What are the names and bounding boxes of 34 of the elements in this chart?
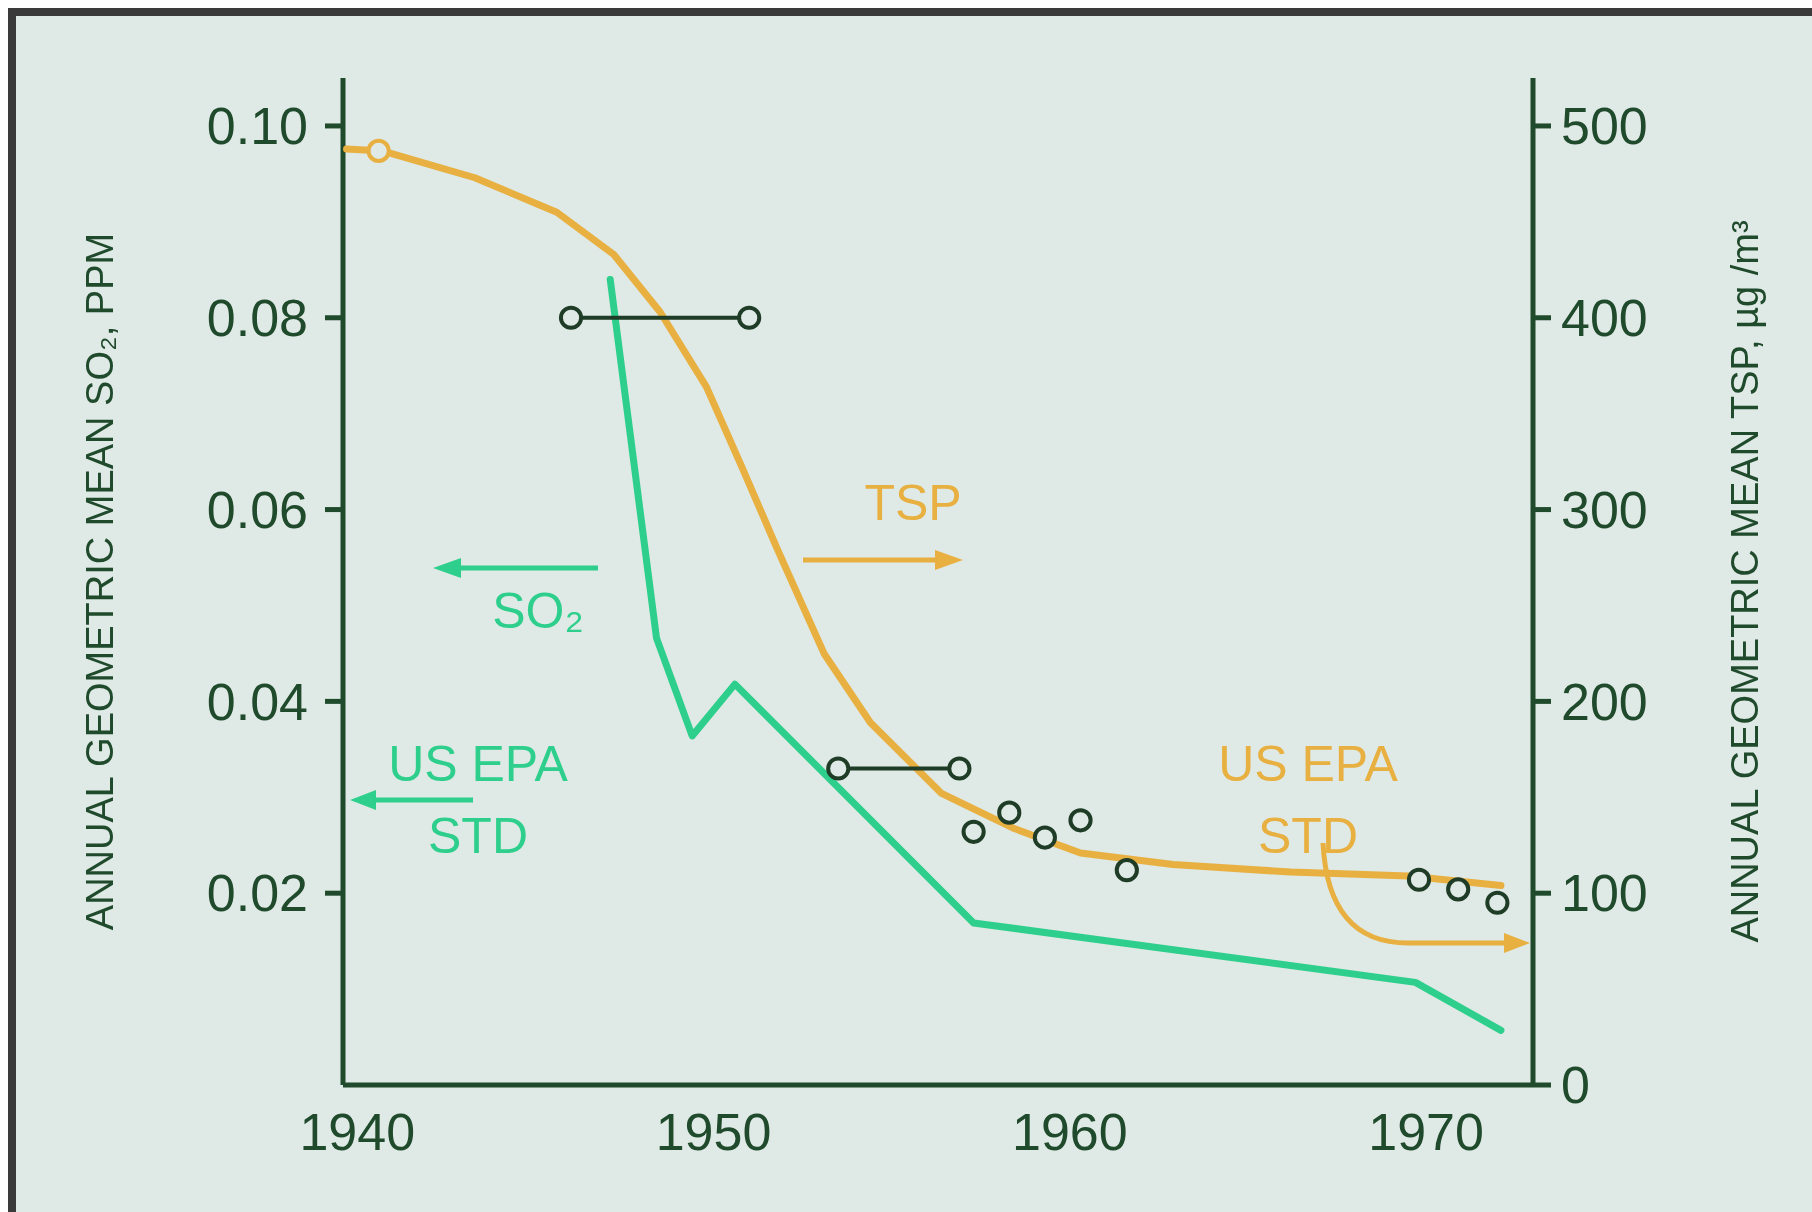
y2-tick-label: 500 (1561, 97, 1648, 156)
point (558, 305, 584, 330)
y2-tick-label: 0 (1561, 1056, 1590, 1115)
x-tick-label: 1940 (299, 1103, 416, 1161)
y-tick-label: 0.02 (206, 864, 308, 923)
y-axis-title: ANNUAL GEOMETRIC MEAN SO₂, PPM (79, 232, 121, 931)
annotation: US EPA STD (388, 736, 569, 864)
point (366, 138, 391, 163)
annotation: SO₂ (492, 583, 584, 639)
y2-tick-label: 100 (1561, 864, 1648, 923)
point (1406, 867, 1432, 892)
point (947, 756, 972, 781)
x-tick-label: 1970 (1368, 1103, 1484, 1161)
point (1446, 877, 1471, 902)
y-tick-label: 0.06 (206, 480, 308, 539)
y-tick-label: 0.10 (206, 97, 308, 156)
point (737, 305, 762, 330)
annotation: TSP (864, 475, 962, 531)
annotation: US EPA STD (1218, 736, 1399, 864)
x-tick-label: 1950 (655, 1103, 772, 1161)
point (1032, 825, 1057, 850)
point (826, 756, 851, 781)
y2-tick-label: 200 (1561, 672, 1648, 731)
x-tick-label: 1960 (1011, 1103, 1128, 1161)
point (1485, 890, 1510, 915)
point (1068, 808, 1093, 833)
y2-tick-label: 400 (1561, 288, 1648, 347)
y2-axis-title: ANNUAL GEOMETRIC MEAN TSP, µg /m³ (1724, 220, 1766, 943)
y-tick-label: 0.08 (206, 288, 308, 347)
point (1114, 858, 1139, 883)
point (997, 800, 1022, 825)
y2-tick-label: 300 (1561, 480, 1648, 539)
y-tick-label: 0.04 (206, 672, 308, 731)
point (961, 819, 986, 844)
